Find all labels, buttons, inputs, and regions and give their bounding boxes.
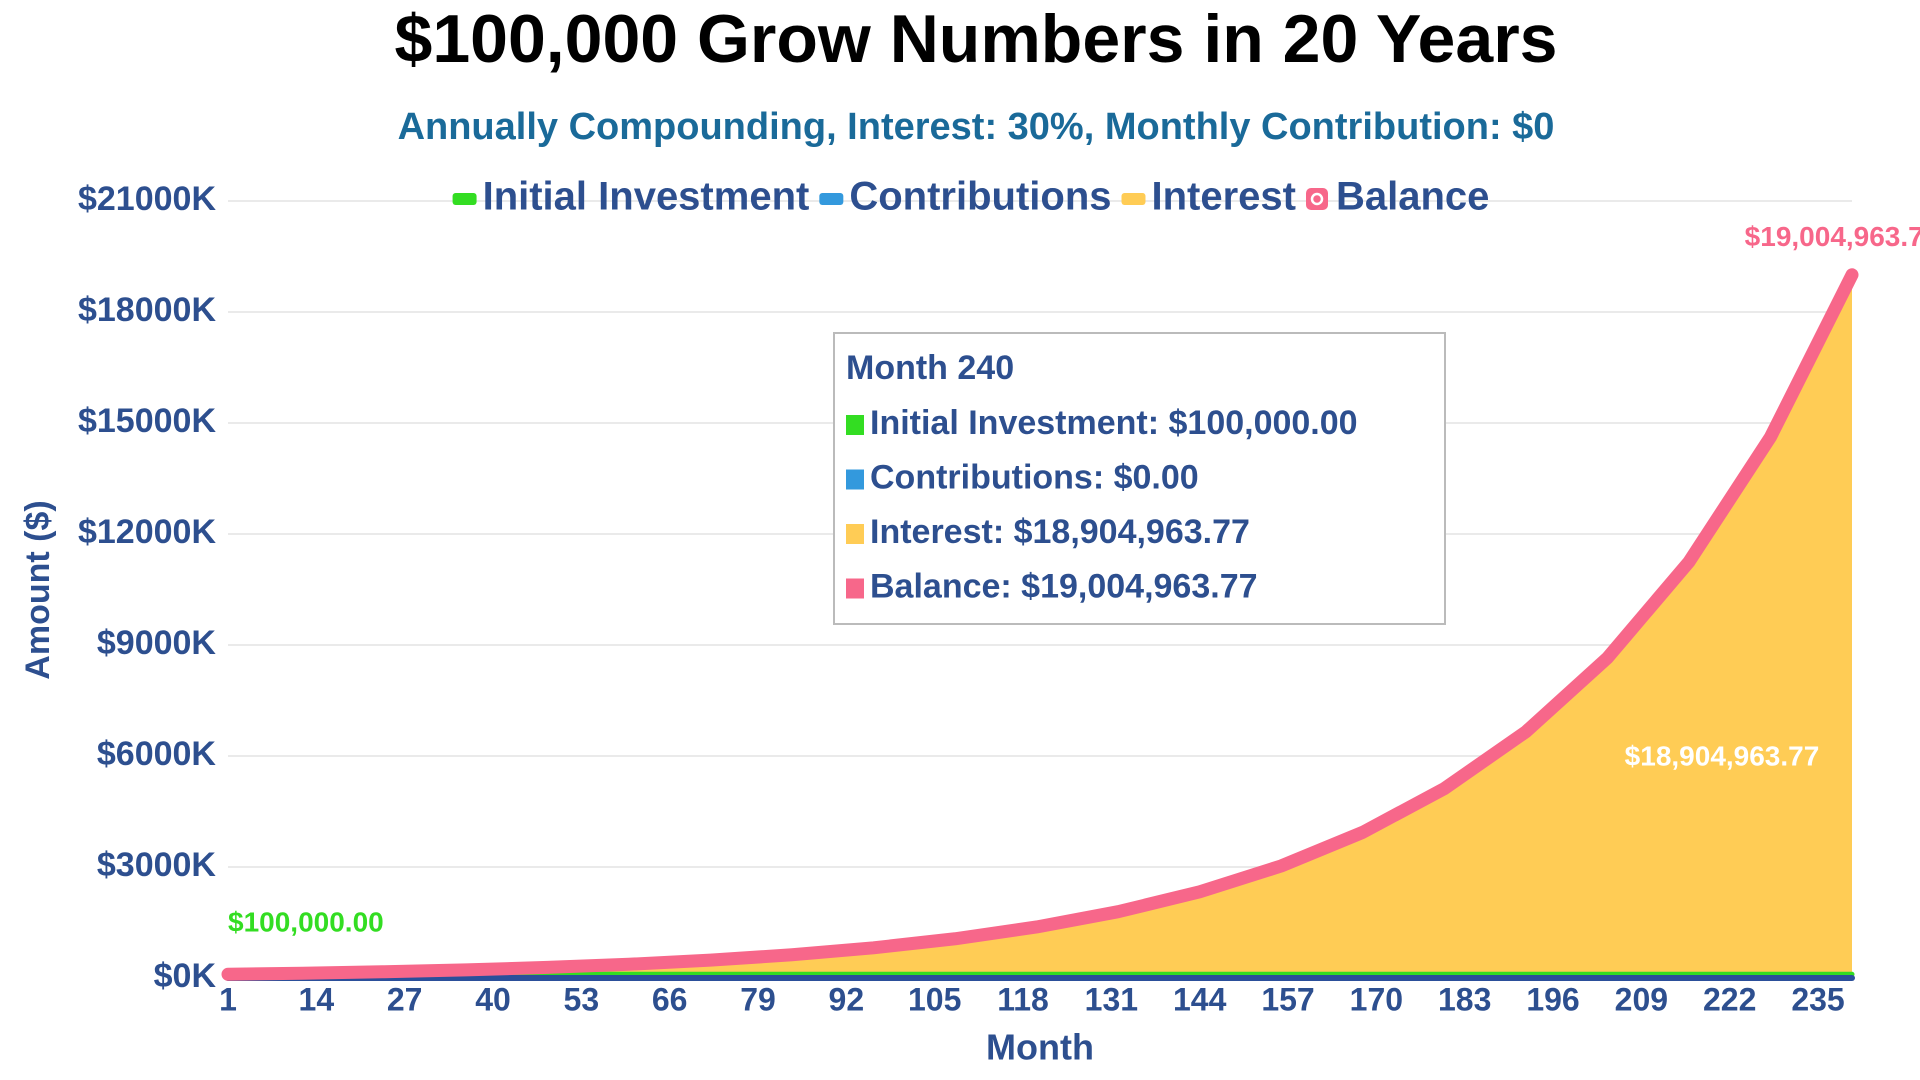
x-tick-label: 79 (740, 981, 776, 1017)
legend-label[interactable]: Interest (1152, 175, 1297, 219)
x-tick-label: 1 (219, 981, 237, 1017)
x-tick-label: 92 (829, 981, 865, 1017)
tooltip-item: Interest: $18,904,963.77 (870, 513, 1250, 551)
data-label: $100,000.00 (228, 907, 384, 938)
x-tick-label: 209 (1615, 981, 1668, 1017)
legend-marker-ring (1310, 192, 1324, 206)
tooltip-marker (846, 524, 864, 544)
x-axis-label: Month (986, 1027, 1094, 1068)
x-tick-label: 105 (908, 981, 961, 1017)
tooltip-item: Contributions: $0.00 (870, 458, 1199, 496)
tooltip: Month 240 Initial Investment: $100,000.00… (833, 332, 1446, 625)
chart-title: $100,000 Grow Numbers in 20 Years (395, 1, 1558, 77)
tooltip-marker (846, 469, 864, 490)
x-tick-label: 40 (475, 981, 511, 1017)
x-tick-label: 157 (1261, 981, 1314, 1017)
tooltip-marker (846, 578, 864, 599)
tooltip-marker (846, 415, 864, 435)
legend-label[interactable]: Initial Investment (483, 175, 810, 219)
y-tick-label: $21000K (78, 180, 216, 218)
tooltip-item: Initial Investment: $100,000.00 (870, 404, 1358, 442)
x-tick-label: 131 (1085, 981, 1138, 1017)
interest-area (228, 274, 1852, 975)
x-tick-label: 183 (1438, 981, 1491, 1017)
balance-line (221, 268, 1859, 981)
legend-marker (1306, 188, 1328, 210)
x-tick-label: 66 (652, 981, 688, 1017)
y-tick-label: $6000K (97, 735, 217, 773)
x-tick-label: 235 (1791, 981, 1844, 1017)
chart-subtitle: Annually Compounding, Interest: 30%, Mon… (398, 106, 1555, 148)
data-label: $19,004,963.77 (1745, 221, 1920, 252)
y-tick-label: $3000K (97, 846, 217, 884)
x-tick-label: 53 (564, 981, 600, 1017)
y-tick-label: $0K (154, 957, 217, 995)
x-tick-label: 170 (1350, 981, 1403, 1017)
y-tick-label: $15000K (78, 402, 216, 440)
data-label: $18,904,963.77 (1625, 741, 1820, 772)
legend-label[interactable]: Contributions (849, 175, 1111, 219)
x-tick-label: 118 (997, 981, 1049, 1017)
x-tick-label: 222 (1703, 981, 1756, 1017)
x-tick-label: 144 (1173, 981, 1227, 1017)
legend-marker (819, 193, 844, 205)
x-tick-label: 27 (387, 981, 423, 1017)
legend-marker (1121, 193, 1146, 205)
y-tick-label: $18000K (78, 291, 216, 329)
y-tick-label: $12000K (78, 513, 216, 551)
legend-marker (452, 193, 477, 205)
legend-label[interactable]: Balance (1336, 175, 1489, 219)
tooltip-title: Month 240 (846, 349, 1014, 387)
x-tick-label: 196 (1526, 981, 1579, 1017)
y-axis-label: Amount ($) (19, 500, 57, 679)
tooltip-item: Balance: $19,004,963.77 (870, 567, 1258, 605)
y-tick-label: $9000K (97, 624, 217, 662)
tooltip-box (833, 332, 1446, 625)
x-tick-label: 14 (299, 981, 335, 1017)
